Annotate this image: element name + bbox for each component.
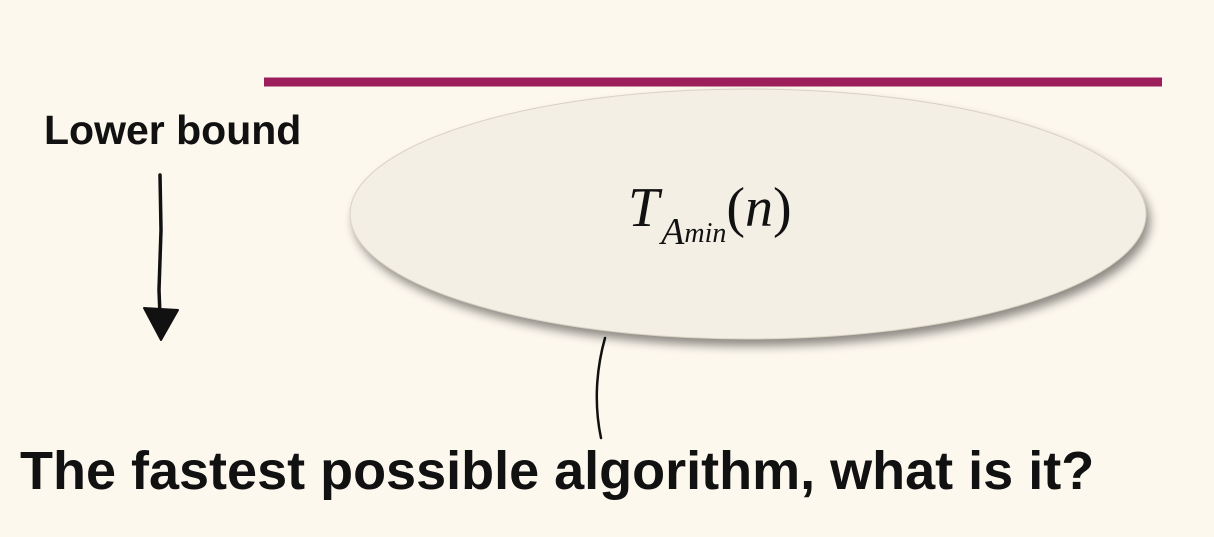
formula-sub-subscript: min [684, 218, 727, 249]
formula-t-a-min: TAmin(n) [628, 177, 792, 251]
formula-argument: n [745, 177, 774, 239]
caption-question: The fastest possible algorithm, what is … [20, 441, 1095, 501]
formula-base: T [628, 177, 660, 239]
formula-close-paren: ) [773, 177, 792, 239]
formula-subscript: A [661, 211, 685, 253]
algorithm-ellipse-edge [349, 88, 1147, 340]
formula-open-paren: ( [726, 177, 746, 239]
algorithm-ellipse [350, 89, 1146, 339]
lower-bound-label: Lower bound [44, 107, 302, 153]
pointer-line [595, 336, 607, 440]
down-arrow-icon [143, 173, 179, 341]
